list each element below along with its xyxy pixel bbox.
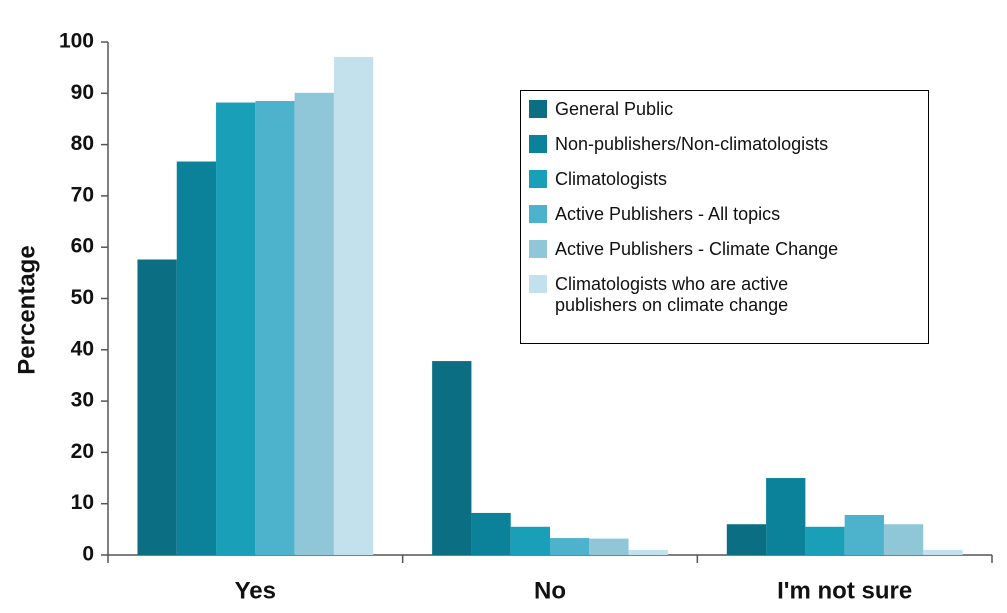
bar [766,478,806,555]
legend-entry: Climatologists [529,169,918,190]
y-axis-title: Percentage [13,245,40,374]
y-tick-label: 60 [71,235,94,258]
x-tick-label: Yes [235,577,276,604]
y-tick-label: 50 [71,286,94,309]
bar [628,549,668,555]
legend-swatch [529,135,547,153]
legend-entry: Active Publishers - Climate Change [529,239,918,260]
legend-entry: Climatologists who are active publishers… [529,274,918,316]
bar [805,526,845,555]
y-tick-label: 30 [71,389,94,412]
bar [510,526,550,555]
x-tick-label: No [534,577,566,604]
x-tick-label: I'm not sure [777,577,912,604]
bar [255,100,295,556]
bar [923,549,963,555]
y-tick-label: 40 [71,337,94,360]
legend-label: General Public [555,99,674,119]
legend-swatch [529,100,547,118]
bar [432,361,472,555]
y-tick-label: 100 [59,30,94,53]
legend-entry: General Public [529,99,918,120]
legend-swatch [529,205,547,223]
bar [137,259,177,555]
bar [726,524,767,555]
y-tick-label: 80 [71,132,94,155]
bar [589,538,629,555]
legend-label: Climatologists who are active publishers… [555,274,789,315]
legend-label: Climatologists [555,169,668,189]
y-tick-label: 10 [71,491,94,514]
legend-swatch [529,275,547,293]
y-tick-label: 0 [82,543,94,566]
bar [471,512,511,555]
legend-swatch [529,240,547,258]
bar [294,92,334,556]
legend: General Public Non-publishers/Non-climato… [520,90,929,344]
y-tick-label: 70 [71,183,94,206]
legend-entry: Active Publishers - All topics [529,204,918,225]
y-tick-label: 90 [71,81,94,104]
legend-label: Active Publishers - Climate Change [555,239,839,259]
bar [883,524,924,555]
legend-swatch [529,170,547,188]
legend-entry: Non-publishers/Non-climatologists [529,134,918,155]
legend-label: Non-publishers/Non-climatologists [555,134,829,154]
bar [550,538,590,555]
y-tick-label: 20 [71,440,94,463]
bar [176,161,217,556]
bar [333,56,374,555]
bar [844,514,884,555]
legend-label: Active Publishers - All topics [555,204,781,224]
bar [216,102,256,555]
